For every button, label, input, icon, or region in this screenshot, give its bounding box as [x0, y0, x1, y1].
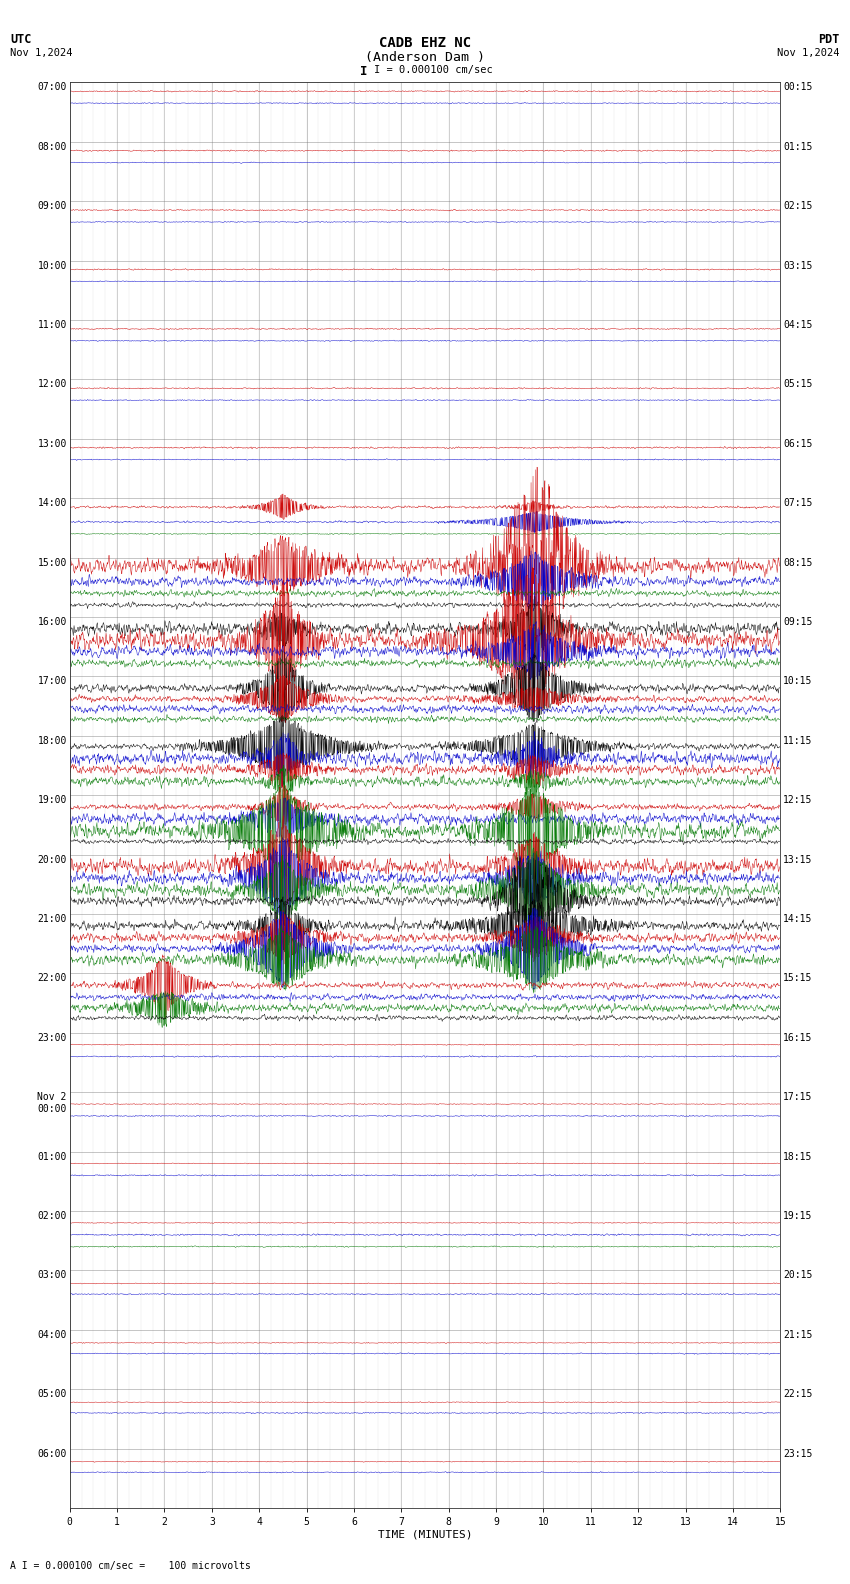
Text: 15:15: 15:15: [783, 973, 813, 984]
X-axis label: TIME (MINUTES): TIME (MINUTES): [377, 1530, 473, 1540]
Text: 13:15: 13:15: [783, 854, 813, 865]
Text: 02:00: 02:00: [37, 1210, 67, 1221]
Text: 10:15: 10:15: [783, 676, 813, 686]
Text: PDT: PDT: [819, 33, 840, 46]
Text: 11:15: 11:15: [783, 735, 813, 746]
Text: Nov 2
00:00: Nov 2 00:00: [37, 1093, 67, 1114]
Text: 22:00: 22:00: [37, 973, 67, 984]
Text: 18:15: 18:15: [783, 1152, 813, 1161]
Text: Nov 1,2024: Nov 1,2024: [777, 48, 840, 57]
Text: 05:15: 05:15: [783, 380, 813, 390]
Text: 12:15: 12:15: [783, 795, 813, 805]
Text: 10:00: 10:00: [37, 261, 67, 271]
Text: 01:15: 01:15: [783, 141, 813, 152]
Text: 01:00: 01:00: [37, 1152, 67, 1161]
Text: 09:15: 09:15: [783, 616, 813, 627]
Text: (Anderson Dam ): (Anderson Dam ): [365, 51, 485, 63]
Text: 23:15: 23:15: [783, 1448, 813, 1459]
Text: 15:00: 15:00: [37, 558, 67, 567]
Text: 04:15: 04:15: [783, 320, 813, 329]
Text: 00:15: 00:15: [783, 82, 813, 92]
Text: 12:00: 12:00: [37, 380, 67, 390]
Text: UTC: UTC: [10, 33, 31, 46]
Text: I = 0.000100 cm/sec: I = 0.000100 cm/sec: [374, 65, 493, 74]
Text: 05:00: 05:00: [37, 1389, 67, 1399]
Text: 07:00: 07:00: [37, 82, 67, 92]
Text: 22:15: 22:15: [783, 1389, 813, 1399]
Text: 03:00: 03:00: [37, 1270, 67, 1280]
Text: 19:00: 19:00: [37, 795, 67, 805]
Text: 08:00: 08:00: [37, 141, 67, 152]
Text: 06:15: 06:15: [783, 439, 813, 448]
Text: 18:00: 18:00: [37, 735, 67, 746]
Text: 14:15: 14:15: [783, 914, 813, 923]
Text: 21:00: 21:00: [37, 914, 67, 923]
Text: A I = 0.000100 cm/sec =    100 microvolts: A I = 0.000100 cm/sec = 100 microvolts: [10, 1562, 251, 1571]
Text: 14:00: 14:00: [37, 497, 67, 508]
Text: 19:15: 19:15: [783, 1210, 813, 1221]
Text: 20:00: 20:00: [37, 854, 67, 865]
Text: 06:00: 06:00: [37, 1448, 67, 1459]
Text: 23:00: 23:00: [37, 1033, 67, 1042]
Text: 11:00: 11:00: [37, 320, 67, 329]
Text: 08:15: 08:15: [783, 558, 813, 567]
Text: 20:15: 20:15: [783, 1270, 813, 1280]
Text: 16:00: 16:00: [37, 616, 67, 627]
Text: 17:00: 17:00: [37, 676, 67, 686]
Text: 03:15: 03:15: [783, 261, 813, 271]
Text: 16:15: 16:15: [783, 1033, 813, 1042]
Text: 09:00: 09:00: [37, 201, 67, 211]
Text: 13:00: 13:00: [37, 439, 67, 448]
Text: CADB EHZ NC: CADB EHZ NC: [379, 36, 471, 51]
Text: 17:15: 17:15: [783, 1093, 813, 1102]
Text: I: I: [360, 65, 367, 78]
Text: 02:15: 02:15: [783, 201, 813, 211]
Text: Nov 1,2024: Nov 1,2024: [10, 48, 73, 57]
Text: 07:15: 07:15: [783, 497, 813, 508]
Text: 21:15: 21:15: [783, 1331, 813, 1340]
Text: 04:00: 04:00: [37, 1331, 67, 1340]
